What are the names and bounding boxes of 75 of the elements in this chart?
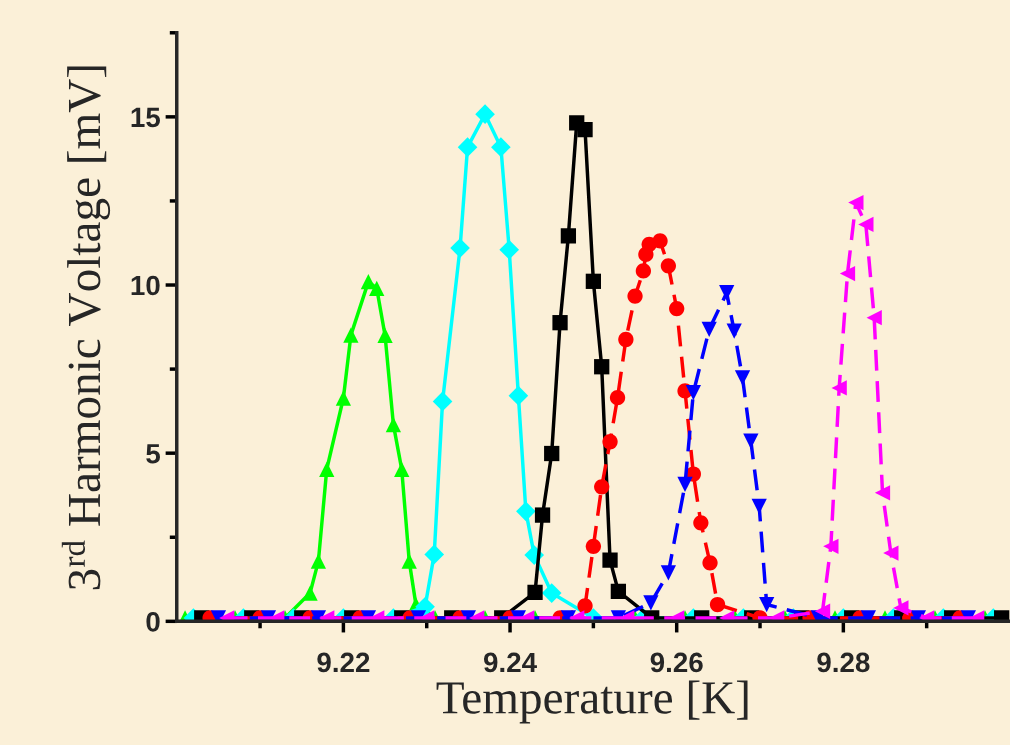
point (751, 498, 767, 514)
point (709, 596, 726, 613)
point (594, 479, 610, 495)
point (602, 434, 618, 450)
point (883, 545, 899, 561)
point (552, 315, 568, 331)
point (534, 507, 551, 523)
point (394, 461, 410, 477)
point (874, 485, 891, 501)
y-tick-label: 10 (131, 275, 160, 296)
point (701, 321, 717, 338)
point (669, 300, 685, 317)
x-tick-label: 9.26 (650, 652, 703, 673)
point (685, 385, 701, 401)
point (660, 258, 677, 274)
point (702, 555, 718, 571)
point (310, 553, 327, 569)
point (693, 515, 709, 531)
point (585, 538, 602, 554)
point (660, 565, 677, 581)
point (726, 323, 742, 339)
point (602, 552, 618, 568)
point (475, 104, 495, 124)
point (866, 310, 882, 326)
point (302, 585, 318, 601)
point (719, 285, 735, 301)
point (516, 501, 536, 522)
point (457, 137, 478, 157)
point (823, 538, 839, 554)
point (577, 598, 593, 614)
point (544, 445, 560, 462)
point (677, 476, 693, 493)
point (432, 391, 453, 412)
point (635, 263, 652, 279)
x-tick-label: 9.24 (483, 652, 537, 673)
y-tick-label: 0 (146, 612, 160, 632)
point (893, 600, 909, 616)
x-axis-title: Temperature [K] (436, 680, 748, 724)
x-tick-label: 9.22 (317, 652, 370, 673)
point (831, 380, 847, 396)
point (335, 390, 352, 406)
point (527, 584, 543, 601)
y-axis-title: 3$^{rd}$ Harmonic Voltage [mV] (61, 66, 111, 590)
point (450, 238, 470, 258)
point (610, 583, 627, 600)
x-tick-label: 9.28 (817, 652, 870, 673)
point (377, 327, 393, 344)
point (759, 596, 775, 613)
y-tick-label: 15 (131, 107, 161, 128)
point (839, 265, 856, 282)
point (491, 137, 511, 157)
point (609, 390, 626, 406)
point (858, 216, 874, 233)
y-tick-label: 5 (146, 444, 161, 464)
point (499, 239, 520, 260)
point (560, 228, 577, 244)
point (618, 331, 634, 348)
point (343, 327, 359, 343)
point (401, 553, 417, 569)
point (577, 122, 593, 138)
point (743, 433, 759, 449)
point (627, 288, 643, 304)
point (385, 416, 402, 433)
point (319, 461, 335, 477)
point (369, 280, 385, 297)
point (585, 273, 602, 289)
point (734, 370, 751, 386)
point (643, 595, 659, 611)
point (848, 194, 864, 211)
point (508, 385, 529, 406)
point (541, 583, 562, 603)
point (424, 544, 445, 565)
point (652, 233, 668, 249)
point (594, 359, 610, 375)
point (814, 603, 831, 619)
